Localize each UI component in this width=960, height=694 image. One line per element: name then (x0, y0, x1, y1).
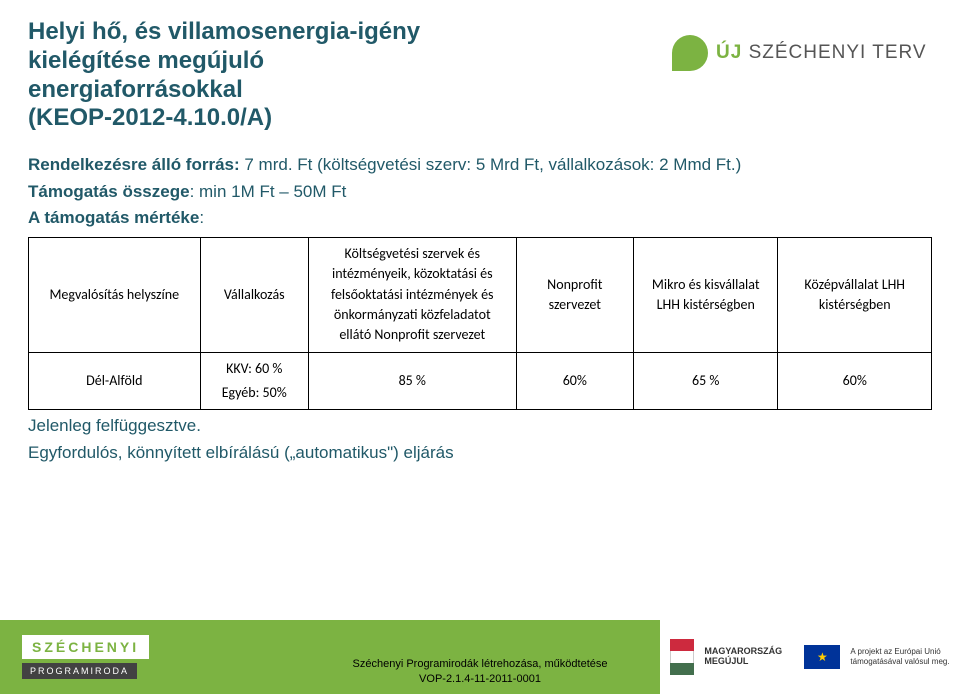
cell-c6: 60% (778, 352, 932, 410)
cell-egyeb: Egyéb: 50% (200, 381, 308, 410)
table-header-row: Megvalósítás helyszíne Vállalkozás Költs… (29, 238, 932, 352)
table-row: Dél-Alföld KKV: 60 % 85 % 60% 65 % 60% (29, 352, 932, 381)
eu-support-text: A projekt az Európai Unió támogatásával … (850, 647, 949, 666)
footer-project-code: VOP-2.1.4-11-2011-0001 (353, 672, 608, 686)
cell-region: Dél-Alföld (29, 352, 201, 410)
hungary-renewal-text: MAGYARORSZÁG MEGÚJUL (704, 647, 794, 667)
suspended-note: Jelenleg felfüggesztve. (28, 414, 932, 439)
body-text: Rendelkezésre álló forrás: 7 mrd. Ft (kö… (28, 153, 932, 465)
col-nonprofit: Nonprofit szervezet (516, 238, 633, 352)
col-micro: Mikro és kisvállalat LHH kistérségben (633, 238, 777, 352)
grant-rate-colon: : (199, 208, 204, 227)
cell-c5: 65 % (633, 352, 777, 410)
leaf-icon (672, 35, 708, 71)
col-company: Vállalkozás (200, 238, 308, 352)
grant-rate-label: A támogatás mértéke (28, 208, 199, 227)
eu-flag-icon: ★ (804, 645, 840, 669)
available-funds-label: Rendelkezésre álló forrás: (28, 155, 240, 174)
cell-kkv: KKV: 60 % (200, 352, 308, 381)
col-budgetary: Költségvetési szervek és intézményeik, k… (308, 238, 516, 352)
eu-text-2: támogatásával valósul meg. (850, 657, 949, 667)
rate-table: Megvalósítás helyszíne Vállalkozás Költs… (28, 237, 932, 410)
cell-c4: 60% (516, 352, 633, 410)
title-line-2: kielégítése megújuló (28, 47, 264, 74)
page-title: Helyi hő, és villamosenergia-igény kielé… (28, 18, 420, 133)
footer-center: Széchenyi Programirodák létrehozása, műk… (353, 657, 608, 686)
footer-right: MAGYARORSZÁG MEGÚJUL ★ A projekt az Euró… (660, 620, 960, 694)
logo-name: SZÉCHENYI TERV (749, 42, 927, 63)
title-line-4: (KEOP-2012-4.10.0/A) (28, 104, 272, 131)
procedure-note: Egyfordulós, könnyített elbírálású („aut… (28, 441, 932, 466)
col-location: Megvalósítás helyszíne (29, 238, 201, 352)
szechenyi-terv-logo: ÚJ SZÉCHENYI TERV (672, 18, 932, 88)
grant-amount-label: Támogatás összege (28, 182, 190, 201)
available-funds-value: 7 mrd. Ft (költségvetési szerv: 5 Mrd Ft… (240, 155, 742, 174)
eu-text-1: A projekt az Európai Unió (850, 647, 949, 657)
grant-amount-value: : min 1M Ft – 50M Ft (190, 182, 347, 201)
cell-c3: 85 % (308, 352, 516, 410)
title-line-3: energiaforrásokkal (28, 76, 243, 103)
programiroda-label: PROGRAMIRODA (22, 663, 137, 679)
footer-project-name: Széchenyi Programirodák létrehozása, műk… (353, 657, 608, 671)
title-line-1: Helyi hő, és villamosenergia-igény (28, 18, 420, 45)
szechenyi-footer-logo: SZÉCHENYI (22, 635, 149, 659)
hungary-flag-icon (670, 639, 694, 675)
logo-uj: ÚJ (716, 42, 742, 63)
col-medium: Középvállalat LHH kistérségben (778, 238, 932, 352)
